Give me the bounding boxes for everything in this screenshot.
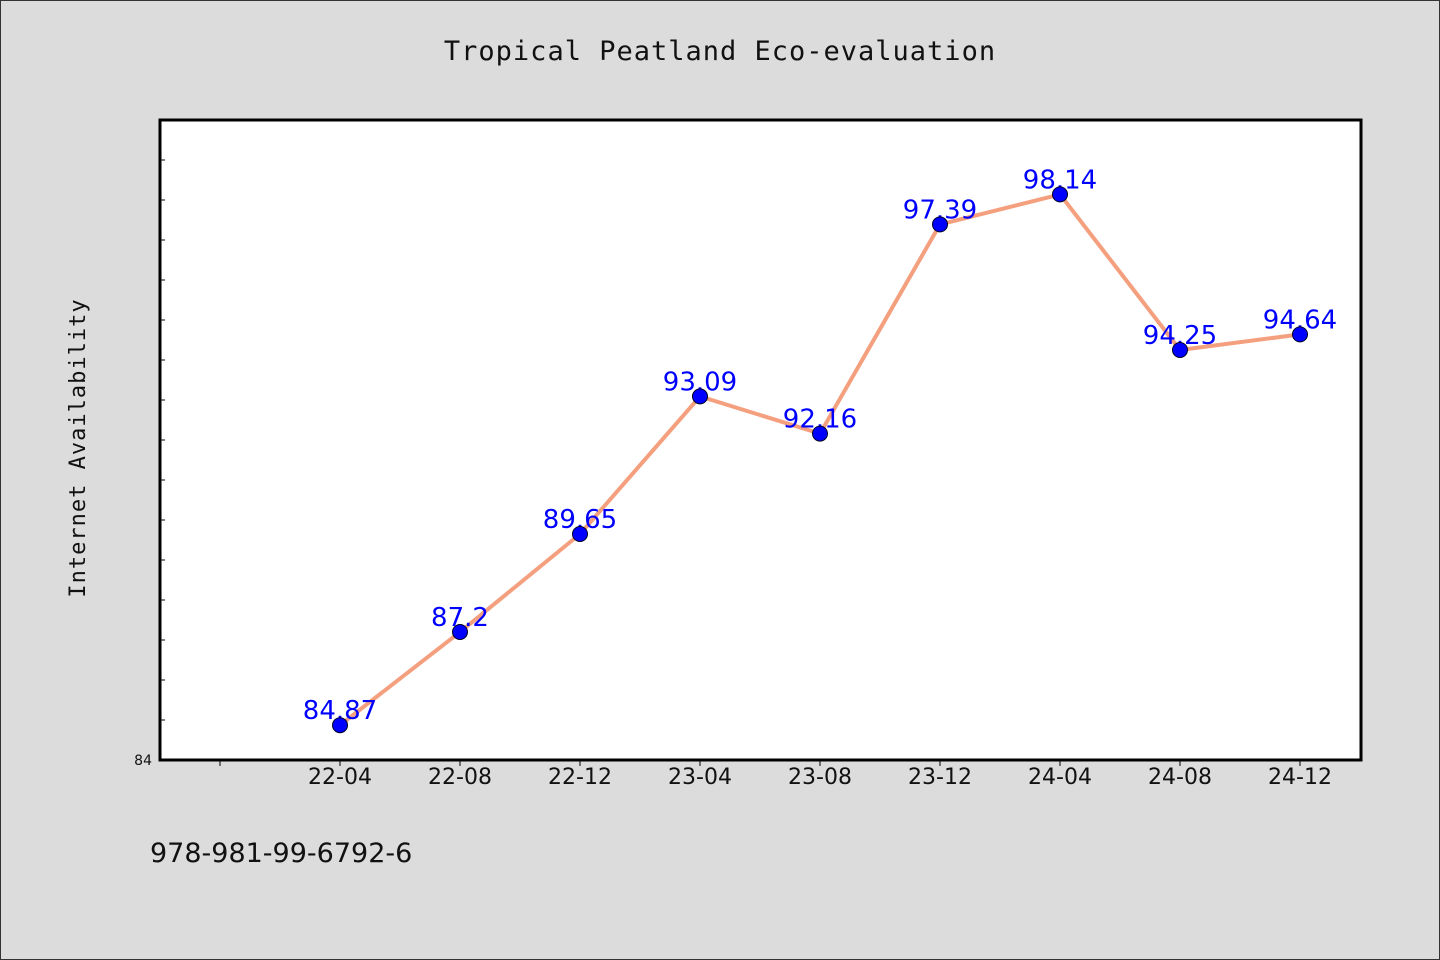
x-axis-tick-labels: 22-04 22-08 22-12 23-04 23-08 23-12 24-04 24-08… [308,765,1332,790]
y-axis-ticks [160,159,165,721]
x-tick-label: 22-04 [308,765,372,790]
footer-code: 978-981-99-6792-6 [150,838,412,869]
x-axis-ticks [219,760,1301,766]
plot-area [158,118,1363,762]
data-point [1292,326,1308,343]
x-tick-label: 24-12 [1268,765,1332,790]
x-tick-label: 24-04 [1028,765,1092,790]
series-group: 84.8787.289.6593.0992.1697.3998.1494.259… [303,165,1337,734]
x-tick-label: 22-12 [548,765,612,790]
x-tick-label: 23-08 [788,765,852,790]
x-tick-label: 24-08 [1148,765,1212,790]
x-tick-label: 23-04 [668,765,732,790]
data-point [572,526,588,542]
y-tick-label: 84 [134,753,152,769]
chart-title: Tropical Peatland Eco-evaluation [444,36,996,67]
data-point [332,717,348,734]
data-point [1172,342,1188,358]
data-point [452,624,468,640]
data-point [1052,186,1068,203]
y-axis-label: Internet Availability [66,298,91,597]
data-point [692,388,708,405]
x-tick-label: 23-12 [908,765,972,790]
data-point [932,216,948,233]
data-point [812,425,828,442]
x-tick-label: 22-08 [428,765,492,790]
